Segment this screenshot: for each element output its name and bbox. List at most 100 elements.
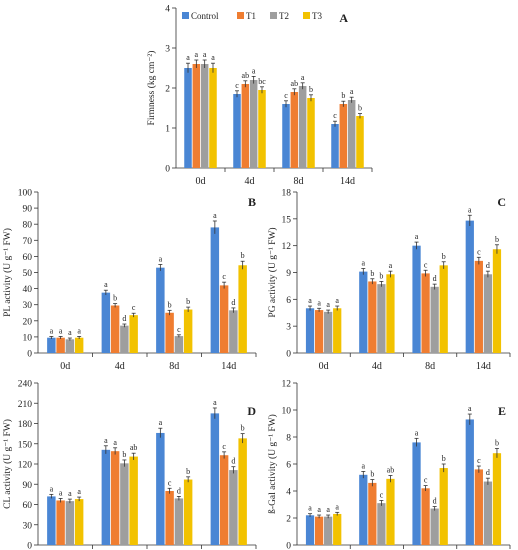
significance-letter: a [50, 326, 54, 335]
significance-letter: a [415, 232, 419, 241]
bar-t1 [474, 260, 483, 353]
significance-letter: b [122, 450, 126, 459]
bar-t2 [377, 284, 386, 353]
bar-t2 [229, 310, 238, 353]
bar-t3 [492, 453, 502, 545]
significance-letter: b [241, 251, 245, 260]
bar-control [412, 442, 421, 545]
legend-swatch-t2 [270, 12, 277, 19]
legend: Control T1 T2 T3 [182, 11, 322, 21]
significance-letter: b [379, 271, 383, 280]
significance-letter: b [442, 252, 446, 261]
bar-t1 [421, 273, 430, 353]
bar-control [156, 432, 165, 545]
y-tick-label: 12 [282, 380, 292, 390]
bar-t3 [258, 90, 266, 168]
significance-letter: d [122, 314, 126, 323]
bar-control [233, 94, 241, 168]
bar-t3 [439, 468, 448, 545]
y-tick-label: 30 [23, 301, 33, 311]
significance-letter: b [358, 104, 362, 113]
bar-t3 [356, 116, 364, 168]
significance-letter: a [335, 296, 339, 305]
significance-letter: a [113, 438, 117, 447]
significance-letter: a [213, 398, 217, 407]
significance-letter: a [203, 50, 207, 59]
significance-letter: c [477, 456, 481, 465]
y-tick-label: 30 [23, 521, 33, 531]
bar-t2 [324, 516, 333, 545]
bar-t2 [430, 508, 439, 545]
significance-letter: a [77, 487, 81, 496]
bar-t3 [74, 499, 84, 545]
bar-control [156, 267, 165, 353]
y-tick-label: 80 [23, 221, 33, 231]
significance-letter: a [415, 428, 419, 437]
bar-t2 [120, 463, 129, 545]
y-tick-label: 50 [23, 269, 33, 279]
bar-t3 [183, 479, 193, 545]
significance-letter: a [68, 328, 72, 337]
x-tick-label: 4d [245, 176, 255, 187]
panel-letter: C [497, 195, 506, 209]
bar-t2 [298, 86, 307, 168]
bar-control [359, 271, 368, 353]
significance-letter: a [159, 418, 163, 427]
y-tick-label: 3 [286, 323, 291, 333]
bar-t1 [290, 92, 299, 168]
significance-letter: a [468, 205, 472, 214]
significance-letter: b [186, 297, 190, 306]
bar-t1 [165, 312, 174, 353]
significance-letter: a [159, 254, 163, 263]
bar-t3 [307, 98, 315, 168]
legend-swatch-t3 [303, 12, 310, 19]
legend-label: T1 [246, 11, 256, 21]
bar-t2 [347, 100, 356, 168]
bar-t2 [120, 325, 129, 353]
significance-letter: a [59, 488, 63, 497]
panel-letter: A [339, 11, 348, 25]
y-tick-label: 240 [18, 380, 33, 390]
y-tick-label: 12 [282, 242, 292, 252]
significance-letter: c [222, 442, 226, 451]
panel-letter: B [248, 195, 256, 209]
y-tick-label: 0 [286, 542, 291, 550]
x-tick-label: 0d [60, 361, 70, 372]
bar-t2 [174, 498, 184, 545]
bar-t2 [377, 503, 386, 545]
legend-swatch-t1 [237, 12, 244, 19]
significance-letter: d [231, 457, 235, 466]
y-axis-label: PG activity (U g⁻¹ FW) [267, 227, 278, 317]
y-tick-label: 90 [23, 205, 33, 215]
significance-letter: ab [130, 443, 138, 452]
bar-t3 [183, 309, 193, 353]
bar-t1 [192, 64, 201, 168]
legend-label: T2 [279, 11, 289, 21]
y-tick-label: 6 [286, 461, 291, 471]
x-tick-label: 4d [115, 361, 125, 372]
y-tick-label: 180 [18, 420, 33, 430]
significance-letter: a [389, 261, 393, 270]
significance-letter: a [350, 87, 354, 96]
significance-letter: d [177, 486, 181, 495]
significance-letter: b [113, 294, 117, 303]
bar-control [305, 515, 315, 545]
bar-control [331, 124, 339, 168]
significance-letter: c [284, 91, 288, 100]
bar-control [47, 337, 56, 353]
bar-t2 [174, 336, 184, 353]
bar-t3 [238, 438, 247, 545]
y-tick-label: 70 [23, 237, 33, 247]
bar-t3 [386, 274, 395, 353]
significance-letter: a [301, 73, 305, 82]
bar-t1 [339, 104, 348, 168]
bar-t2 [324, 311, 333, 353]
significance-letter: a [59, 326, 63, 335]
x-tick-label: 8d [294, 176, 304, 187]
significance-letter: b [495, 438, 499, 447]
bar-t3 [238, 265, 247, 353]
significance-letter: b [495, 235, 499, 244]
bar-t1 [219, 455, 229, 545]
